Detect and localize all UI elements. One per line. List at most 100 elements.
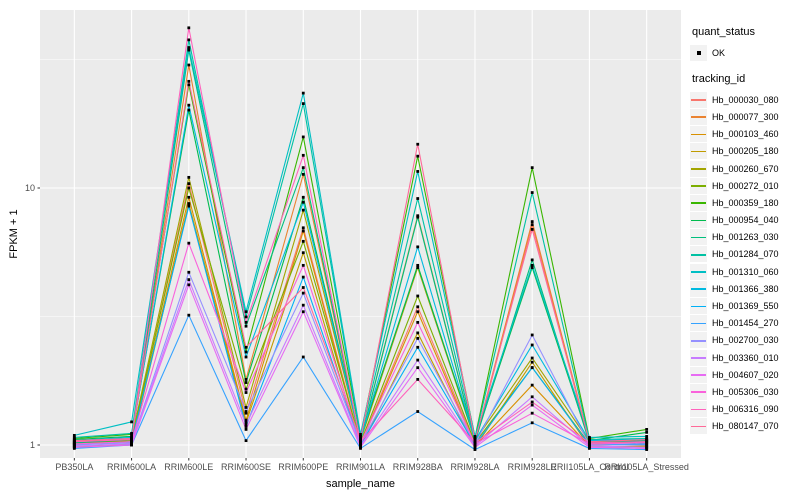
data-point (416, 305, 420, 309)
data-point (244, 315, 248, 319)
data-point (530, 400, 534, 404)
series-color-line-icon (691, 219, 706, 222)
data-point (130, 443, 133, 447)
data-point (530, 220, 534, 224)
data-point (244, 355, 248, 359)
data-point (530, 191, 534, 194)
data-point (187, 83, 191, 87)
data-point (301, 172, 305, 176)
legend-key-box (690, 177, 707, 194)
data-point (301, 303, 305, 307)
data-point (244, 320, 248, 324)
data-point (187, 175, 191, 179)
legend-item-series: Hb_001369_550 (690, 297, 800, 315)
data-point (588, 440, 591, 444)
data-point (588, 445, 591, 449)
data-point (588, 436, 591, 439)
data-point (187, 38, 191, 42)
data-point (416, 170, 420, 173)
legend-item-label: OK (712, 47, 726, 58)
legend-key-box (690, 246, 707, 263)
data-point (416, 336, 420, 340)
legend-item-series: Hb_000103_460 (690, 126, 800, 143)
data-point (187, 103, 191, 107)
series-color-line-icon (691, 236, 706, 239)
series-color-line-icon (691, 339, 706, 342)
series-color-line-icon (691, 374, 706, 376)
series-label: Hb_001366_380 (712, 283, 779, 294)
data-point (416, 294, 420, 298)
data-point (530, 421, 534, 425)
legend-item-series: Hb_000272_010 (690, 177, 800, 194)
data-point (187, 46, 191, 49)
legend-item-series: Hb_000205_180 (690, 143, 800, 160)
series-color-line-icon (691, 408, 706, 411)
legend-key-box (690, 212, 707, 229)
legend-key-box (690, 418, 707, 435)
data-point (187, 195, 191, 199)
series-color-line-icon (691, 133, 706, 136)
series-label: Hb_001263_030 (712, 232, 779, 243)
data-point (473, 441, 477, 445)
data-point (416, 215, 420, 219)
data-point (645, 438, 649, 441)
series-color-line-icon (691, 185, 706, 187)
series-label: Hb_002700_030 (712, 335, 779, 346)
x-tick-label: RRIM928LE (508, 462, 557, 472)
data-point (301, 310, 305, 314)
series-color-line-icon (691, 99, 706, 101)
data-point (530, 263, 534, 267)
data-point (187, 186, 191, 190)
data-point (416, 263, 420, 267)
point-marker-icon (697, 51, 701, 56)
data-point (473, 435, 477, 438)
data-point (301, 166, 305, 170)
data-point (301, 263, 305, 267)
legend-item-series: Hb_000954_040 (690, 212, 800, 229)
series-label: Hb_000260_670 (712, 163, 779, 174)
legend: quant_status OK tracking_id Hb_000030_08… (690, 26, 800, 435)
series-label: Hb_005306_030 (712, 386, 779, 397)
legend-key-box (690, 143, 707, 160)
data-point (530, 395, 534, 399)
legend-key-box (690, 280, 707, 297)
series-label: Hb_006316_090 (712, 404, 779, 415)
data-point (359, 440, 362, 444)
series-color-line-icon (691, 357, 706, 359)
series-color-line-icon (691, 288, 706, 290)
data-point (187, 202, 191, 205)
data-point (359, 438, 362, 441)
data-point (416, 366, 420, 370)
data-point (530, 266, 534, 270)
data-point (244, 428, 248, 431)
data-point (244, 345, 248, 349)
data-point (359, 435, 362, 438)
data-point (187, 204, 191, 208)
data-point (301, 195, 305, 199)
legend-key-box (690, 160, 707, 177)
x-tick-label: RRIM928LA (450, 462, 499, 472)
x-tick-label: RRII105LA_Stressed (604, 462, 689, 472)
legend-item-series: Hb_080147_070 (690, 418, 800, 435)
data-point (530, 411, 534, 415)
legend-item-series: Hb_001366_380 (690, 280, 800, 297)
data-point (130, 437, 133, 440)
series-label: Hb_004607_020 (712, 369, 779, 380)
series-color-line-icon (691, 322, 706, 325)
legend-key-box (690, 332, 707, 349)
data-point (244, 406, 248, 409)
data-point (244, 381, 248, 384)
data-point (72, 436, 76, 439)
data-point (416, 377, 420, 381)
legend-item-series: Hb_004607_020 (690, 366, 800, 383)
legend-key-box (690, 366, 707, 383)
data-point (473, 437, 477, 440)
legend-item-series: Hb_001310_060 (690, 263, 800, 280)
data-point (301, 355, 305, 359)
data-point (416, 320, 420, 324)
series-label: Hb_000954_040 (712, 215, 779, 226)
legend-item-ok: OK (690, 44, 800, 61)
series-label: Hb_080147_070 (712, 421, 779, 432)
